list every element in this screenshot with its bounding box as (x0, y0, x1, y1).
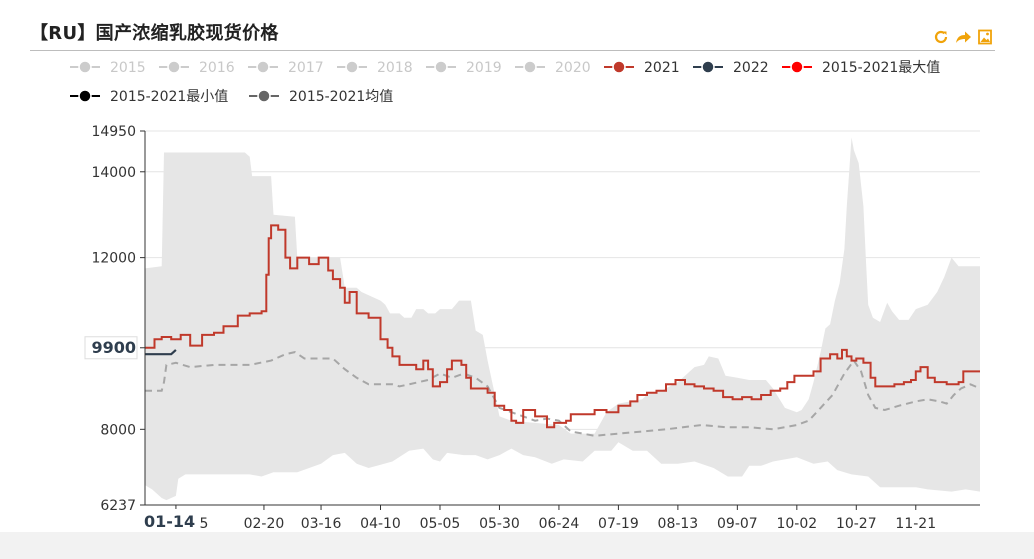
legend-label: 2020 (555, 60, 591, 76)
x-tick-label: 04-10 (360, 516, 401, 532)
legend-marker (701, 60, 715, 74)
series-line-2021 (145, 224, 980, 429)
share-icon[interactable] (954, 28, 972, 46)
refresh-icon[interactable] (932, 28, 950, 46)
x-axis-pointer-box (140, 509, 200, 531)
legend-item-2015-2021-[interactable]: 2015-2021最小值 (70, 89, 228, 105)
legend-label: 2017 (288, 60, 324, 76)
legend-item-2022[interactable]: 2022 (693, 60, 769, 76)
axes: 14950 14000 12000 9900 8000 6237 01-14 02-20 03-… (84, 124, 980, 532)
range-band (145, 137, 980, 501)
x-tick-label-highlight: 01-14 (144, 512, 195, 531)
y-tick-label: 8000 (100, 422, 136, 438)
legend-item-2016[interactable]: 2016 (159, 60, 235, 76)
series-line-average (145, 351, 981, 437)
legend-marker (790, 60, 804, 74)
legend-item-2019[interactable]: 2019 (426, 60, 502, 76)
legend: 2015 2016 2017 2018 2019 2020 2021 2022 2015-202… (70, 60, 940, 105)
legend-marker (257, 89, 271, 103)
legend-marker (345, 60, 359, 74)
series-line-2022 (145, 349, 177, 356)
legend-marker (523, 60, 537, 74)
x-tick-label: 10-27 (836, 516, 877, 532)
chart-card: 【RU】国产浓缩乳胶现货价格 2015 2016 2017 2018 2019 2020 2… (0, 0, 1034, 532)
max-min-range-area (145, 137, 980, 501)
legend-item-2018[interactable]: 2018 (337, 60, 413, 76)
legend-item-2015-2021-[interactable]: 2015-2021最大值 (782, 60, 940, 76)
x-tick-label: 10-02 (776, 516, 817, 532)
legend-label: 2016 (199, 60, 235, 76)
x-tick-label: 05-30 (479, 516, 520, 532)
legend-marker (78, 89, 92, 103)
chart-toolbox (932, 28, 994, 46)
x-tick-label: 11-21 (895, 516, 936, 532)
legend-marker (167, 60, 181, 74)
legend-marker (256, 60, 270, 74)
legend-label: 2015-2021均值 (289, 89, 393, 105)
legend-item-2015-2021-[interactable]: 2015-2021均值 (249, 89, 393, 105)
legend-label: 2021 (644, 60, 680, 76)
x-tick-label: 03-16 (301, 516, 342, 532)
chart-title: 【RU】国产浓缩乳胶现货价格 (30, 23, 279, 44)
title-divider (30, 50, 995, 51)
y-tick-label: 6237 (100, 498, 136, 514)
legend-label: 2015-2021最大值 (822, 60, 940, 76)
x-tick-label-partial: 5 (200, 516, 209, 532)
legend-label: 2019 (466, 60, 502, 76)
legend-label: 2022 (733, 60, 769, 76)
chart-svg: 2015 2016 2017 2018 2019 2020 2021 2022 2015-202… (70, 60, 981, 532)
legend-marker (78, 60, 92, 74)
x-tick-label: 05-05 (420, 516, 461, 532)
x-tick-label: 07-19 (598, 516, 639, 532)
legend-label: 2018 (377, 60, 413, 76)
y-tick-label: 12000 (91, 251, 136, 267)
y-tick-label: 14000 (91, 165, 136, 181)
y-tick-label: 14950 (91, 124, 136, 140)
series-lines (145, 224, 981, 437)
legend-item-2015[interactable]: 2015 (70, 60, 146, 76)
x-tick-label: 09-07 (717, 516, 758, 532)
y-tick-label: 9900 (91, 338, 136, 357)
x-tick-label: 02-20 (244, 516, 285, 532)
legend-marker (612, 60, 626, 74)
legend-label: 2015-2021最小值 (110, 89, 228, 105)
legend-item-2017[interactable]: 2017 (248, 60, 324, 76)
y-axis-pointer-box (84, 336, 138, 360)
save-image-icon[interactable] (976, 28, 994, 46)
legend-marker (434, 60, 448, 74)
legend-label: 2015 (110, 60, 146, 76)
legend-item-2021[interactable]: 2021 (604, 60, 680, 76)
legend-item-2020[interactable]: 2020 (515, 60, 591, 76)
x-tick-label: 06-24 (539, 516, 580, 532)
x-tick-label: 08-13 (658, 516, 699, 532)
